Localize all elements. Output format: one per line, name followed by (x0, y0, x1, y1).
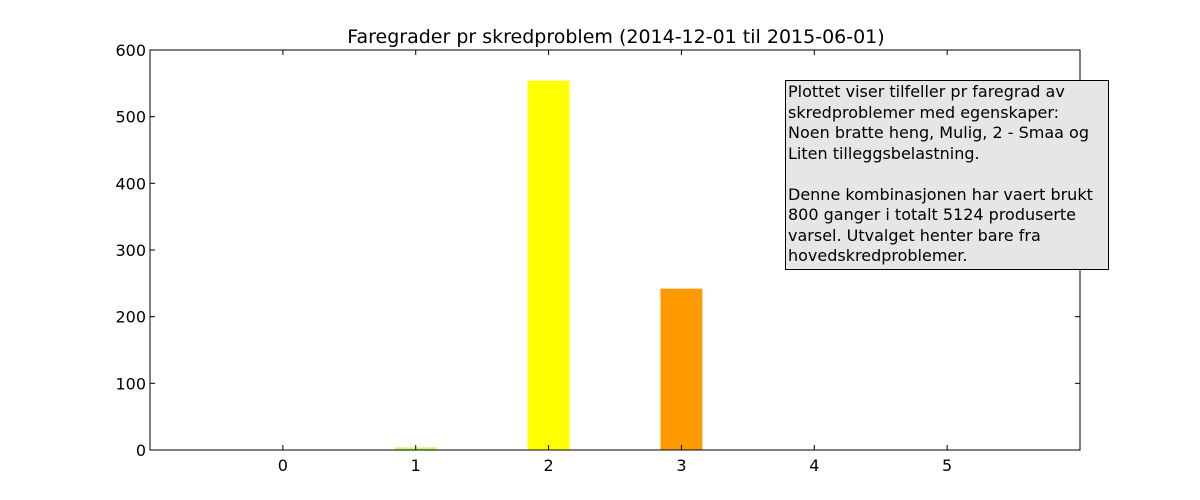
x-tick-label: 2 (543, 456, 553, 475)
x-tick-label: 3 (676, 456, 686, 475)
bar-2 (527, 80, 570, 451)
y-tick-label: 200 (115, 308, 146, 327)
y-tick-label: 600 (115, 41, 146, 60)
x-tick-label: 4 (809, 456, 819, 475)
x-tick-label: 1 (411, 456, 421, 475)
bars-group (394, 80, 703, 451)
annotation-box: Plottet viser tilfeller pr faregrad av s… (785, 80, 1109, 270)
bar-3 (660, 288, 703, 450)
y-tick-label: 100 (115, 374, 146, 393)
y-tick-label: 400 (115, 174, 146, 193)
x-tick-label: 5 (942, 456, 952, 475)
y-tick-label: 500 (115, 108, 146, 127)
y-tick-label: 300 (115, 241, 146, 260)
y-tick-label: 0 (136, 441, 146, 460)
chart-title: Faregrader pr skredproblem (2014-12-01 t… (347, 26, 884, 48)
x-tick-label: 0 (278, 456, 288, 475)
